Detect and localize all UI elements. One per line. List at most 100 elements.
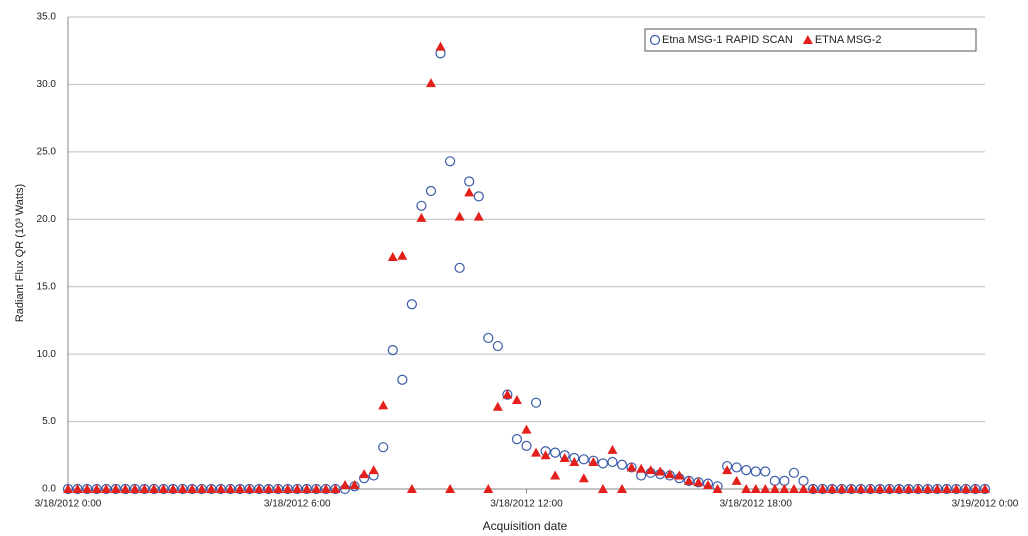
point [359, 469, 370, 479]
y-tick-label: 5.0 [42, 416, 56, 427]
point [894, 484, 905, 493]
point [617, 484, 628, 493]
point [788, 467, 800, 478]
point [597, 458, 609, 469]
point [273, 484, 284, 493]
point [473, 191, 484, 202]
y-tick-label: 25.0 [37, 146, 57, 157]
point [406, 299, 417, 310]
point [530, 397, 542, 408]
point [320, 484, 331, 493]
point [225, 484, 236, 493]
point [330, 484, 341, 493]
x-axis-label: Acquisition date [483, 519, 568, 533]
x-tick-label: 3/18/2012 12:00 [490, 499, 563, 510]
legend: Etna MSG-1 RAPID SCAN ETNA MSG-2 [644, 28, 977, 52]
point [63, 484, 73, 493]
point [741, 465, 752, 476]
point [865, 484, 876, 493]
point [72, 484, 83, 493]
point [731, 475, 742, 485]
point [693, 477, 704, 487]
point [788, 484, 799, 493]
point [960, 484, 971, 493]
y-axis-label: Radiant Flux QR (10³ Watts) [14, 184, 26, 322]
point [769, 484, 780, 493]
point [425, 185, 437, 197]
point [177, 484, 188, 493]
point [616, 459, 628, 470]
point [731, 462, 742, 473]
point [454, 262, 465, 273]
point [874, 484, 885, 493]
point [349, 479, 360, 489]
point [91, 484, 102, 493]
point [244, 484, 255, 493]
point [416, 212, 427, 222]
point [454, 211, 465, 221]
point [664, 469, 675, 479]
point [760, 466, 771, 477]
point [464, 176, 475, 187]
point [387, 252, 398, 262]
point [378, 442, 389, 453]
point [607, 444, 618, 454]
point [378, 400, 389, 410]
point [922, 484, 933, 493]
point [196, 484, 207, 493]
point [397, 250, 408, 260]
point [254, 484, 265, 493]
point [511, 394, 522, 404]
point [435, 41, 446, 51]
point [913, 484, 924, 493]
x-tick-label: 3/18/2012 0:00 [35, 499, 102, 510]
point [674, 470, 685, 480]
point [464, 187, 475, 197]
y-tick-label: 15.0 [37, 281, 57, 292]
point [855, 484, 866, 493]
point [292, 484, 303, 493]
point [148, 484, 159, 493]
x-tick-label: 3/18/2012 6:00 [264, 499, 331, 510]
point [741, 484, 752, 493]
point [941, 484, 952, 493]
point [215, 484, 226, 493]
point [492, 340, 503, 352]
point [473, 211, 484, 221]
point [760, 484, 771, 493]
point [836, 484, 847, 493]
point [951, 484, 962, 493]
x-tick-label: 3/19/2012 0:00 [952, 499, 1019, 510]
point [597, 484, 608, 493]
point [588, 457, 599, 467]
point [120, 484, 131, 493]
point [750, 484, 761, 493]
y-tick-label: 0.0 [42, 484, 56, 495]
point [827, 484, 838, 493]
point [817, 484, 828, 493]
point [578, 473, 589, 483]
x-tick-label: 3/18/2012 18:00 [720, 499, 793, 510]
legend-marker [649, 34, 661, 46]
point [263, 484, 274, 493]
point [550, 447, 561, 458]
point [521, 424, 532, 434]
point [540, 450, 551, 460]
point [282, 484, 293, 493]
point [206, 484, 217, 493]
y-tick-label: 35.0 [37, 12, 57, 23]
point [798, 484, 809, 493]
point [970, 484, 981, 493]
y-tick-label: 20.0 [37, 214, 57, 225]
point [311, 484, 322, 493]
point [445, 484, 456, 493]
point [569, 457, 580, 467]
point [702, 479, 713, 489]
point [884, 484, 895, 493]
point [368, 465, 379, 475]
point [645, 465, 656, 475]
point [158, 484, 169, 493]
point [808, 484, 819, 493]
point [502, 389, 513, 399]
